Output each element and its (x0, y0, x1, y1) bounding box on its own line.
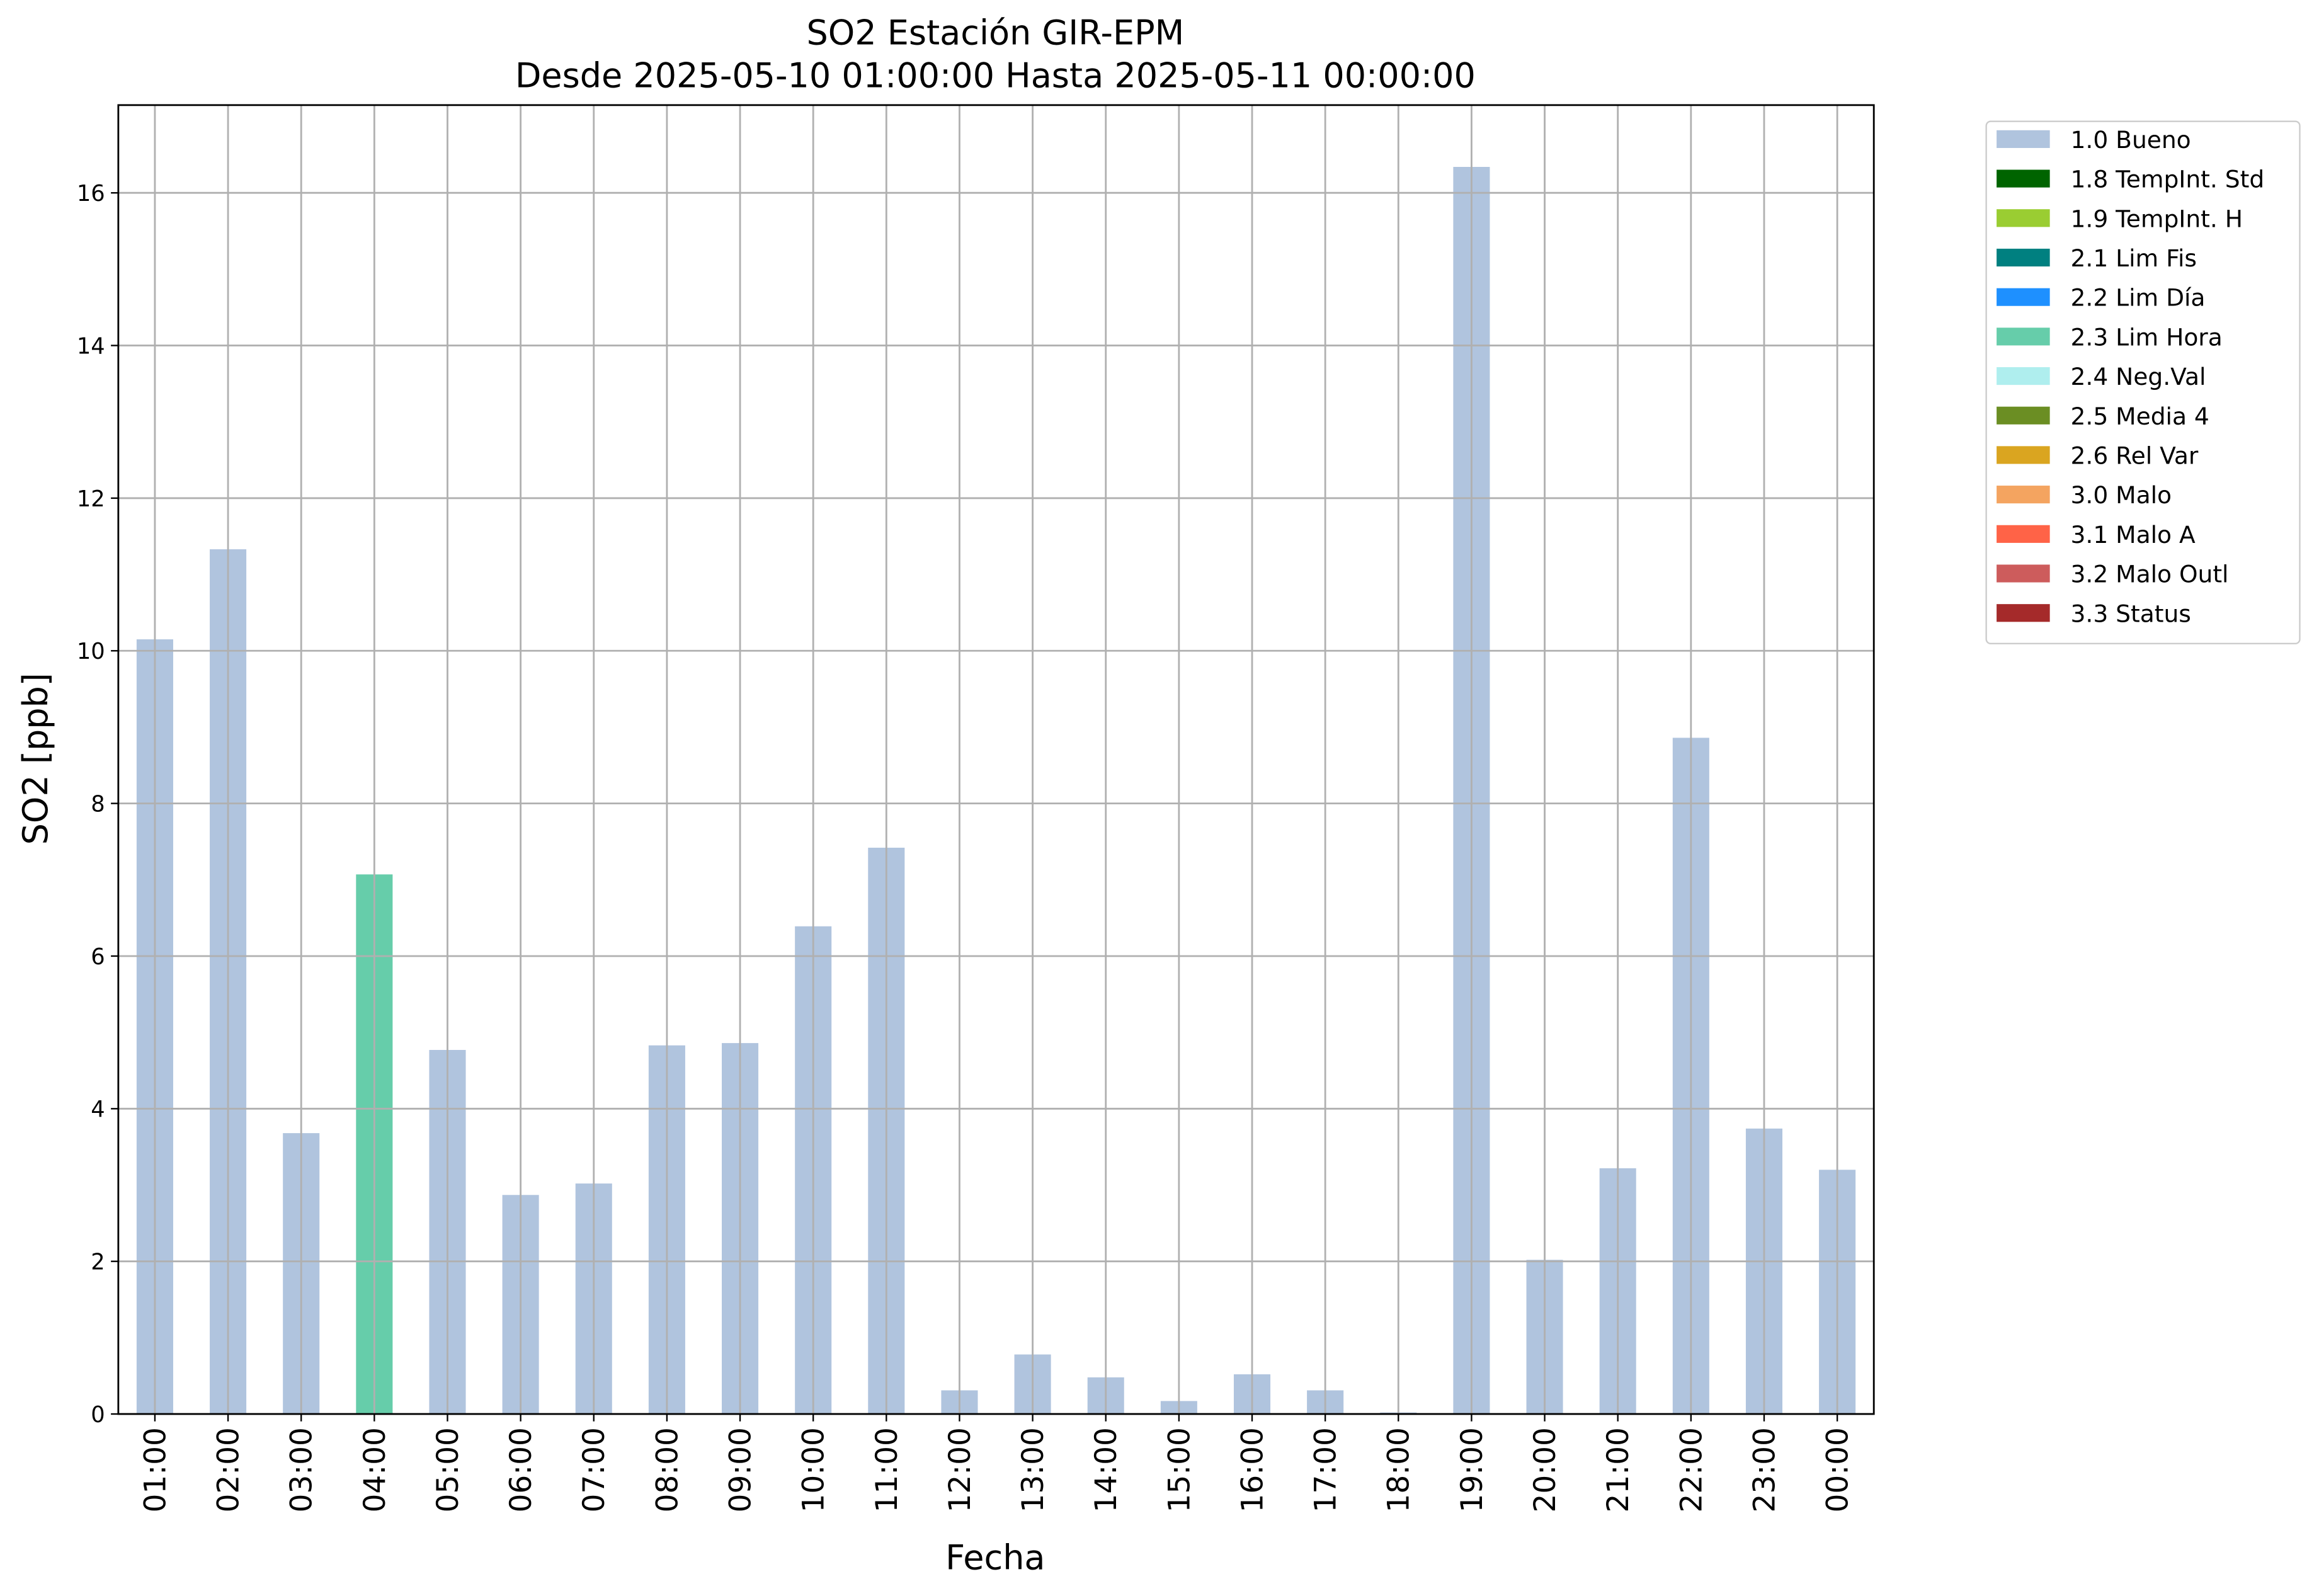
x-tick-label: 00:00 (1821, 1427, 1855, 1512)
legend-label: 2.3 Lim Hora (2071, 323, 2223, 351)
x-tick-label: 18:00 (1382, 1427, 1416, 1512)
legend-label: 1.9 TempInt. H (2071, 205, 2243, 232)
y-tick-label: 8 (91, 792, 105, 818)
y-tick-label: 6 (91, 944, 105, 970)
legend-label: 1.8 TempInt. Std (2071, 166, 2265, 193)
x-tick-label: 23:00 (1747, 1427, 1782, 1512)
legend-label: 2.4 Neg.Val (2071, 363, 2206, 390)
y-axis-label: SO2 [ppb] (16, 673, 55, 845)
chart-subtitle: Desde 2025-05-10 01:00:00 Hasta 2025-05-… (515, 56, 1476, 96)
legend-swatch (1997, 367, 2050, 385)
legend-swatch (1997, 604, 2050, 622)
x-tick-label: 05:00 (431, 1427, 465, 1512)
x-tick-label: 19:00 (1455, 1427, 1490, 1512)
y-tick-label: 4 (91, 1097, 105, 1122)
legend-swatch (1997, 209, 2050, 227)
legend-label: 2.5 Media 4 (2071, 402, 2209, 430)
x-tick-label: 12:00 (943, 1427, 977, 1512)
x-tick-label: 01:00 (138, 1427, 173, 1512)
x-tick-label: 09:00 (723, 1427, 758, 1512)
legend-label: 3.1 Malo A (2071, 521, 2196, 549)
legend-swatch (1997, 486, 2050, 504)
y-tick-label: 14 (77, 333, 105, 359)
x-tick-label: 21:00 (1601, 1427, 1636, 1512)
legend-label: 2.1 Lim Fis (2071, 244, 2197, 272)
legend-label: 3.3 Status (2071, 600, 2191, 627)
legend-swatch (1997, 564, 2050, 583)
legend-swatch (1997, 169, 2050, 188)
x-tick-label: 06:00 (504, 1427, 538, 1512)
x-tick-label: 13:00 (1016, 1427, 1051, 1512)
x-tick-label: 10:00 (797, 1427, 831, 1512)
y-tick-label: 0 (91, 1402, 105, 1428)
y-tick-label: 10 (77, 639, 105, 664)
x-tick-label: 03:00 (285, 1427, 319, 1512)
legend-swatch (1997, 328, 2050, 346)
x-axis-label: Fecha (945, 1538, 1045, 1578)
legend-label: 2.2 Lim Día (2071, 284, 2206, 312)
x-tick-label: 16:00 (1235, 1427, 1270, 1512)
legend-swatch (1997, 130, 2050, 148)
legend-label: 3.0 Malo (2071, 481, 2172, 509)
x-tick-label: 22:00 (1674, 1427, 1709, 1512)
legend-swatch (1997, 288, 2050, 306)
x-tick-label: 20:00 (1528, 1427, 1563, 1512)
y-tick-label: 16 (77, 181, 105, 207)
chart-title: SO2 Estación GIR-EPM (806, 13, 1184, 53)
legend-swatch (1997, 248, 2050, 267)
x-tick-label: 04:00 (358, 1427, 392, 1512)
x-tick-label: 08:00 (650, 1427, 685, 1512)
y-tick-label: 2 (91, 1250, 105, 1275)
legend-box (1985, 120, 2301, 645)
x-tick-label: 14:00 (1089, 1427, 1124, 1512)
y-tick-label: 12 (77, 486, 105, 512)
x-tick-label: 11:00 (870, 1427, 904, 1512)
legend-label: 2.6 Rel Var (2071, 442, 2199, 470)
legend-swatch (1997, 446, 2050, 464)
x-tick-label: 02:00 (212, 1427, 246, 1512)
legend-swatch (1997, 406, 2050, 425)
x-tick-label: 15:00 (1162, 1427, 1197, 1512)
legend-label: 3.2 Malo Outl (2071, 561, 2229, 588)
x-tick-label: 17:00 (1309, 1427, 1343, 1512)
legend-label: 1.0 Bueno (2071, 126, 2191, 154)
x-tick-label: 07:00 (577, 1427, 612, 1512)
plot-frame (117, 104, 1875, 1415)
legend-swatch (1997, 525, 2050, 543)
